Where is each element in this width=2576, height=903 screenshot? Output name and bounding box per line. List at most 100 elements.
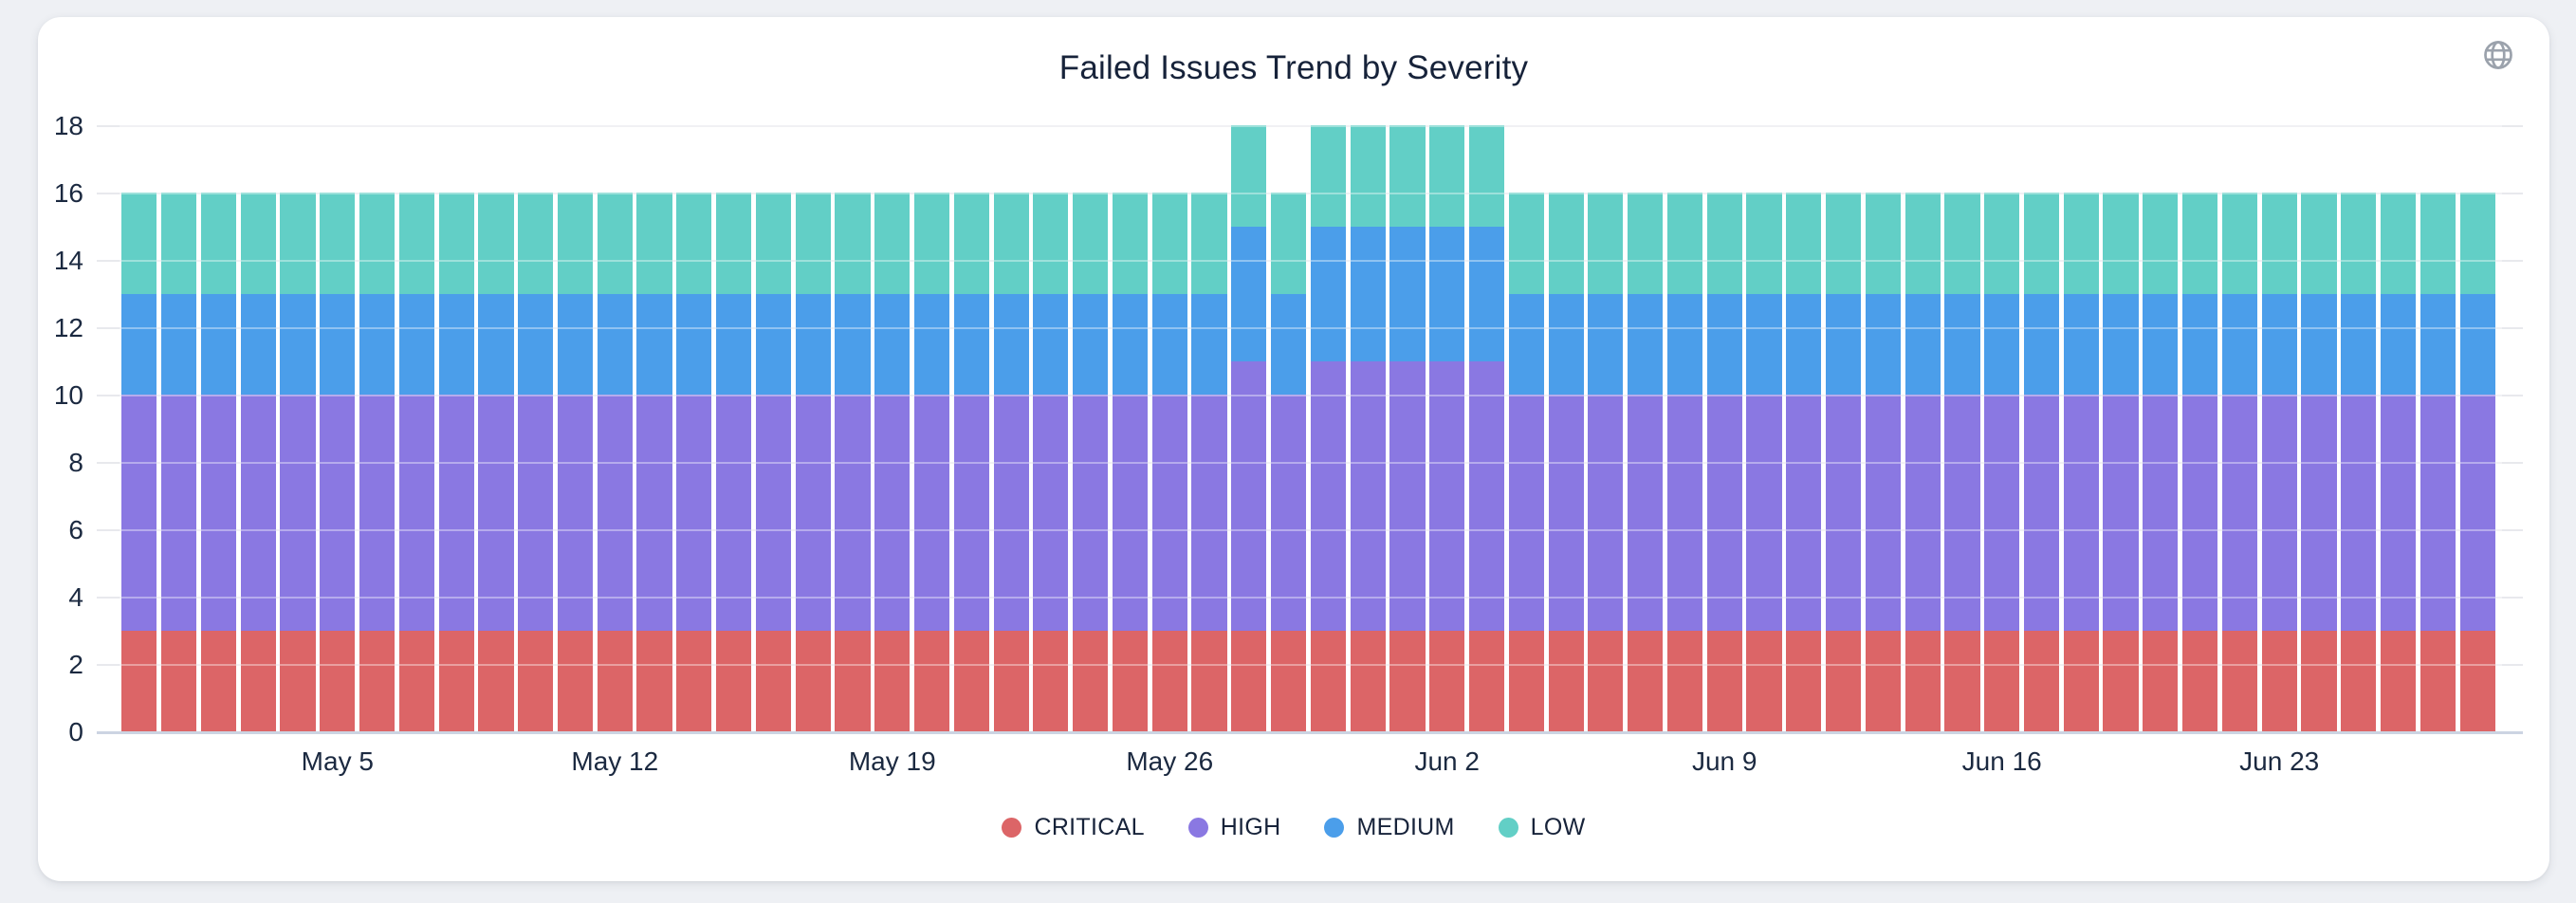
bar-segment-medium[interactable] <box>200 293 237 395</box>
bar-segment-medium[interactable] <box>1112 293 1149 395</box>
bar-may-7[interactable] <box>398 193 434 731</box>
bar-jun-11[interactable] <box>1786 193 1822 731</box>
bar-segment-medium[interactable] <box>1666 293 1703 395</box>
bar-segment-medium[interactable] <box>240 293 276 395</box>
bar-segment-critical[interactable] <box>1944 630 1980 731</box>
bar-may-22[interactable] <box>993 193 1029 731</box>
bar-segment-high[interactable] <box>1151 395 1187 631</box>
bar-segment-medium[interactable] <box>1350 226 1386 361</box>
bar-segment-low[interactable] <box>1984 193 2020 294</box>
bar-segment-critical[interactable] <box>795 630 831 731</box>
bar-segment-low[interactable] <box>1389 125 1426 227</box>
bar-segment-medium[interactable] <box>1706 293 1742 395</box>
bar-jun-27[interactable] <box>2420 193 2456 731</box>
bar-jun-21[interactable] <box>2182 193 2218 731</box>
bar-may-4[interactable] <box>280 193 316 731</box>
bar-segment-high[interactable] <box>913 395 950 631</box>
bar-segment-low[interactable] <box>716 193 752 294</box>
bar-segment-medium[interactable] <box>2459 293 2495 395</box>
bar-segment-critical[interactable] <box>835 630 871 731</box>
bar-segment-low[interactable] <box>2103 193 2139 294</box>
bar-segment-low[interactable] <box>1944 193 1980 294</box>
bar-segment-critical[interactable] <box>557 630 594 731</box>
bar-segment-medium[interactable] <box>597 293 633 395</box>
bar-segment-low[interactable] <box>2182 193 2218 294</box>
bar-segment-high[interactable] <box>716 395 752 631</box>
bar-segment-medium[interactable] <box>2221 293 2257 395</box>
bar-segment-low[interactable] <box>121 193 157 294</box>
legend-item-high[interactable]: HIGH <box>1187 814 1281 841</box>
bar-segment-critical[interactable] <box>1786 630 1822 731</box>
bar-segment-high[interactable] <box>121 395 157 631</box>
bar-segment-high[interactable] <box>398 395 434 631</box>
bar-apr-30[interactable] <box>121 193 157 731</box>
bar-segment-critical[interactable] <box>1984 630 2020 731</box>
bar-segment-high[interactable] <box>2459 395 2495 631</box>
bar-may-20[interactable] <box>913 193 950 731</box>
bar-segment-medium[interactable] <box>953 293 989 395</box>
bar-segment-high[interactable] <box>2143 395 2179 631</box>
bar-segment-medium[interactable] <box>1231 226 1267 361</box>
bar-segment-medium[interactable] <box>1548 293 1584 395</box>
bar-segment-high[interactable] <box>1746 395 1782 631</box>
bar-may-24[interactable] <box>1073 193 1109 731</box>
bar-segment-low[interactable] <box>1786 193 1822 294</box>
bar-segment-low[interactable] <box>676 193 712 294</box>
bar-segment-critical[interactable] <box>359 630 396 731</box>
bar-segment-critical[interactable] <box>716 630 752 731</box>
bar-segment-critical[interactable] <box>1231 630 1267 731</box>
bar-segment-high[interactable] <box>1429 360 1465 631</box>
bar-segment-medium[interactable] <box>1310 226 1346 361</box>
bar-segment-low[interactable] <box>359 193 396 294</box>
bar-segment-low[interactable] <box>1825 193 1862 294</box>
bar-segment-high[interactable] <box>1350 360 1386 631</box>
bar-segment-critical[interactable] <box>1865 630 1901 731</box>
bar-segment-high[interactable] <box>478 395 514 631</box>
bar-segment-medium[interactable] <box>716 293 752 395</box>
bar-may-29[interactable] <box>1271 193 1307 731</box>
bar-segment-low[interactable] <box>2143 193 2179 294</box>
bar-segment-medium[interactable] <box>2420 293 2456 395</box>
bar-segment-high[interactable] <box>1468 360 1505 631</box>
bar-segment-medium[interactable] <box>2063 293 2099 395</box>
bar-segment-high[interactable] <box>1865 395 1901 631</box>
bar-segment-critical[interactable] <box>1588 630 1624 731</box>
bar-segment-high[interactable] <box>835 395 871 631</box>
bar-segment-medium[interactable] <box>1271 293 1307 395</box>
bar-segment-critical[interactable] <box>1112 630 1149 731</box>
bar-jun-16[interactable] <box>1984 193 2020 731</box>
bar-segment-medium[interactable] <box>1825 293 1862 395</box>
bar-segment-medium[interactable] <box>1429 226 1465 361</box>
bar-segment-high[interactable] <box>200 395 237 631</box>
bar-segment-critical[interactable] <box>398 630 434 731</box>
bar-jun-15[interactable] <box>1944 193 1980 731</box>
bar-segment-critical[interactable] <box>1548 630 1584 731</box>
bar-segment-low[interactable] <box>557 193 594 294</box>
bar-jun-22[interactable] <box>2221 193 2257 731</box>
bar-segment-medium[interactable] <box>1628 293 1664 395</box>
bar-segment-critical[interactable] <box>240 630 276 731</box>
bar-segment-low[interactable] <box>2420 193 2456 294</box>
bar-may-13[interactable] <box>636 193 672 731</box>
bar-segment-medium[interactable] <box>755 293 791 395</box>
bar-segment-medium[interactable] <box>2261 293 2297 395</box>
bar-segment-critical[interactable] <box>1350 630 1386 731</box>
bar-segment-high[interactable] <box>240 395 276 631</box>
bar-segment-medium[interactable] <box>1468 226 1505 361</box>
bar-segment-medium[interactable] <box>359 293 396 395</box>
bar-segment-critical[interactable] <box>597 630 633 731</box>
bar-segment-medium[interactable] <box>1944 293 1980 395</box>
bar-may-15[interactable] <box>716 193 752 731</box>
bar-segment-high[interactable] <box>2301 395 2337 631</box>
bar-segment-high[interactable] <box>1666 395 1703 631</box>
bar-segment-low[interactable] <box>1033 193 1069 294</box>
bar-segment-low[interactable] <box>636 193 672 294</box>
bar-segment-high[interactable] <box>320 395 356 631</box>
bar-segment-critical[interactable] <box>2420 630 2456 731</box>
bar-segment-low[interactable] <box>2063 193 2099 294</box>
bar-may-12[interactable] <box>597 193 633 731</box>
bar-segment-critical[interactable] <box>676 630 712 731</box>
bar-jun-19[interactable] <box>2103 193 2139 731</box>
bar-segment-critical[interactable] <box>1073 630 1109 731</box>
bar-segment-high[interactable] <box>874 395 911 631</box>
